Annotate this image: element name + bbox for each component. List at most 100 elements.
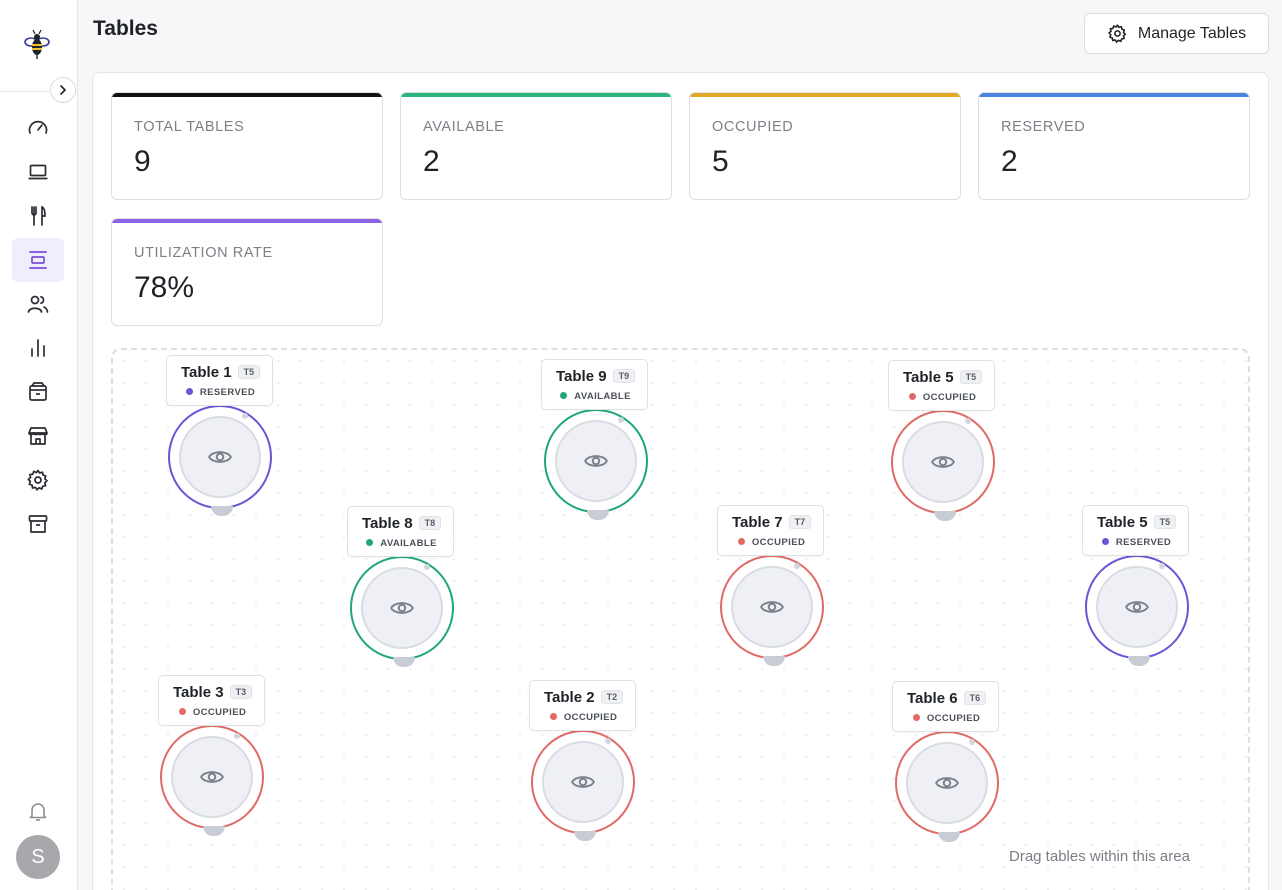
nav-pos[interactable] — [12, 150, 64, 194]
table-label-card[interactable]: Table 8 T8 AVAILABLE — [347, 506, 455, 557]
table-label-card[interactable]: Table 5 T5 RESERVED — [1082, 505, 1190, 556]
table-code: T8 — [418, 516, 442, 530]
stat-label: AVAILABLE — [423, 119, 505, 135]
stat-label: OCCUPIED — [712, 119, 794, 135]
table-unit[interactable]: Table 5 T5 OCCUPIED — [877, 360, 1007, 521]
stat-card-available: AVAILABLE 2 — [400, 92, 672, 200]
table-ring[interactable] — [350, 556, 454, 667]
status-dot — [178, 708, 186, 715]
stat-label: RESERVED — [1001, 119, 1086, 135]
nav-reports[interactable] — [12, 326, 64, 370]
table-ring[interactable] — [1085, 555, 1189, 666]
table-label-card[interactable]: Table 5 T5 OCCUPIED — [888, 360, 996, 411]
table-label-card[interactable]: Table 7 T7 OCCUPIED — [717, 505, 825, 556]
nav-archive[interactable] — [12, 502, 64, 546]
table-status: OCCUPIED — [173, 707, 252, 718]
table-ring[interactable] — [160, 725, 264, 836]
status-dot — [549, 713, 557, 720]
table-code: T9 — [612, 369, 636, 383]
stat-value: 2 — [1001, 145, 1018, 178]
nav-tables[interactable] — [12, 238, 64, 282]
table-unit[interactable]: Table 3 T3 OCCUPIED — [146, 675, 276, 836]
eye-icon — [1125, 601, 1149, 613]
table-status: AVAILABLE — [556, 391, 635, 402]
bell-icon[interactable] — [26, 799, 50, 823]
eye-icon — [390, 602, 414, 614]
status-text: RESERVED — [199, 387, 256, 398]
table-ring[interactable] — [891, 410, 995, 521]
eye-icon — [208, 451, 232, 463]
table-name: Table 2 — [544, 689, 595, 706]
table-label-card[interactable]: Table 2 T2 OCCUPIED — [529, 680, 637, 731]
nav-stores[interactable] — [12, 414, 64, 458]
table-status: AVAILABLE — [362, 538, 441, 549]
table-ring[interactable] — [544, 409, 648, 520]
status-dot — [912, 714, 920, 721]
stat-value: 5 — [712, 145, 729, 178]
table-unit[interactable]: Table 9 T9 AVAILABLE — [530, 359, 660, 520]
utensils-icon — [31, 205, 46, 226]
table-code: T3 — [229, 685, 253, 699]
stat-accent-bar — [112, 219, 382, 223]
nav-settings[interactable] — [12, 458, 64, 502]
table-unit[interactable]: Table 8 T8 AVAILABLE — [336, 506, 466, 667]
manage-tables-button[interactable]: Manage Tables — [1084, 13, 1269, 54]
stat-value: 9 — [134, 145, 151, 178]
status-text: AVAILABLE — [574, 391, 631, 402]
table-ring[interactable] — [168, 405, 272, 516]
box-icon — [29, 382, 47, 401]
table-name: Table 9 — [556, 368, 607, 385]
table-unit[interactable]: Table 6 T6 OCCUPIED — [881, 681, 1011, 842]
table-ring[interactable] — [895, 731, 999, 842]
table-label-card[interactable]: Table 6 T6 OCCUPIED — [892, 681, 1000, 732]
table-ring[interactable] — [720, 555, 824, 666]
status-dot — [560, 392, 568, 399]
users-icon — [27, 295, 49, 313]
table-status: OCCUPIED — [544, 712, 623, 723]
manage-tables-label: Manage Tables — [1137, 24, 1247, 42]
table-name: Table 7 — [732, 514, 783, 531]
eye-icon — [584, 455, 608, 467]
table-unit[interactable]: Table 1 T5 RESERVED — [154, 355, 284, 516]
table-status: OCCUPIED — [903, 392, 982, 403]
gear-icon — [27, 469, 48, 491]
stat-card-utilization: UTILIZATION RATE 78% — [111, 218, 383, 326]
table-code: T5 — [1153, 515, 1177, 529]
table-ring[interactable] — [531, 730, 635, 841]
avatar[interactable]: S — [16, 835, 60, 879]
table-name: Table 3 — [173, 684, 224, 701]
table-label-card[interactable]: Table 9 T9 AVAILABLE — [541, 359, 649, 410]
archive-icon — [28, 515, 48, 533]
nav-inventory[interactable] — [12, 370, 64, 414]
status-dot — [366, 539, 374, 546]
stat-accent-bar — [690, 93, 960, 97]
sidebar: S — [0, 0, 78, 890]
nav-menu[interactable] — [12, 194, 64, 238]
eye-icon — [931, 456, 955, 468]
page-title: Tables — [93, 17, 158, 40]
nav-dashboard[interactable] — [12, 106, 64, 150]
table-label-card[interactable]: Table 1 T5 RESERVED — [166, 355, 274, 406]
floor-plan-area[interactable] — [111, 348, 1250, 890]
gauge-icon — [28, 120, 48, 134]
table-name: Table 5 — [1097, 514, 1148, 531]
status-text: OCCUPIED — [563, 712, 618, 723]
stat-card-reserved: RESERVED 2 — [978, 92, 1250, 200]
table-code: T5 — [237, 365, 261, 379]
nav-customers[interactable] — [12, 282, 64, 326]
gear-icon — [1108, 24, 1127, 43]
sidebar-expand-button[interactable] — [50, 77, 76, 103]
table-name: Table 6 — [907, 690, 958, 707]
table-unit[interactable]: Table 5 T5 RESERVED — [1071, 505, 1201, 666]
table-status: RESERVED — [181, 387, 260, 398]
status-dot — [185, 388, 193, 395]
table-label-card[interactable]: Table 3 T3 OCCUPIED — [158, 675, 266, 726]
table-code: T6 — [963, 691, 987, 705]
table-unit[interactable]: Table 2 T2 OCCUPIED — [517, 680, 647, 841]
table-unit[interactable]: Table 7 T7 OCCUPIED — [706, 505, 836, 666]
status-text: OCCUPIED — [926, 713, 981, 724]
stat-value: 2 — [423, 145, 440, 178]
stat-card-total: TOTAL TABLES 9 — [111, 92, 383, 200]
eye-icon — [935, 777, 959, 789]
table-code: T7 — [788, 515, 812, 529]
